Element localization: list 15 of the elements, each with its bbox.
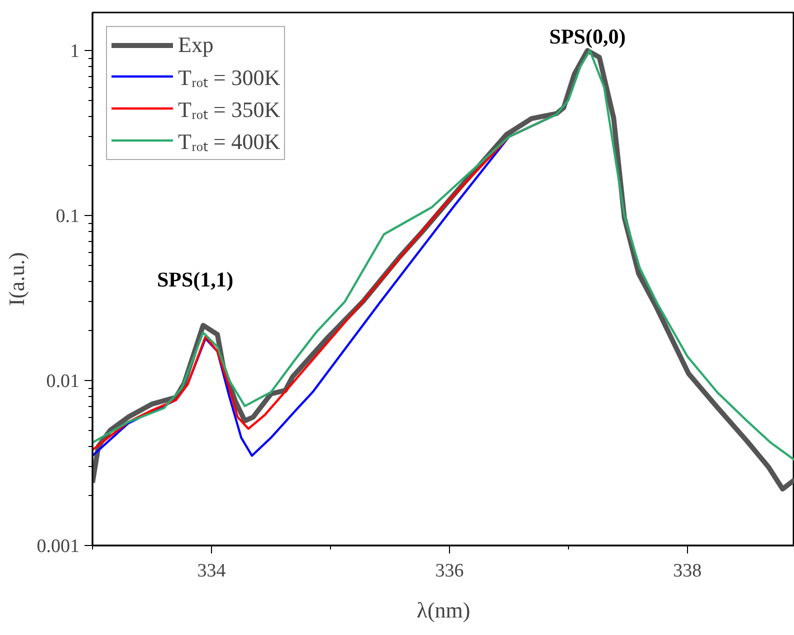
y-axis-title: I(a.u.) xyxy=(4,252,29,306)
annotation: SPS(0,0) xyxy=(549,24,626,49)
legend-label: Tᵣₒₜ = 400K xyxy=(178,128,280,155)
y-tick-label: 0.1 xyxy=(56,206,80,228)
legend-label: Exp xyxy=(178,31,214,59)
y-tick-label: 0.001 xyxy=(36,536,80,557)
annotation: SPS(1,1) xyxy=(156,267,234,292)
y-tick-label: 0.01 xyxy=(46,371,80,392)
legend-label: Tᵣₒₜ = 350K xyxy=(178,96,280,123)
x-axis-title: λ(nm) xyxy=(416,598,470,622)
x-tick-label: 334 xyxy=(197,560,226,582)
legend-label: Tᵣₒₜ = 300K xyxy=(178,64,280,91)
x-tick-label: 336 xyxy=(435,560,464,582)
y-tick-label: 1 xyxy=(70,41,80,62)
x-tick-label: 338 xyxy=(673,560,702,582)
